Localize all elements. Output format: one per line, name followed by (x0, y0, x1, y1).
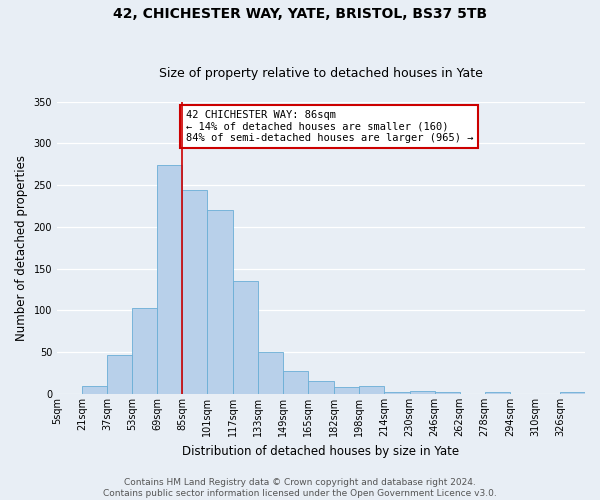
Bar (434, 392, 460, 394)
Text: 42, CHICHESTER WAY, YATE, BRISTOL, BS37 5TB: 42, CHICHESTER WAY, YATE, BRISTOL, BS37 … (113, 8, 487, 22)
Bar (308, 380, 334, 394)
X-axis label: Distribution of detached houses by size in Yate: Distribution of detached houses by size … (182, 444, 460, 458)
Bar (385, 392, 410, 394)
Bar (208, 210, 233, 394)
Bar (334, 388, 359, 394)
Bar (560, 392, 585, 394)
Bar (157, 165, 182, 394)
Bar (233, 281, 257, 394)
Bar (410, 390, 434, 394)
Text: Contains HM Land Registry data © Crown copyright and database right 2024.
Contai: Contains HM Land Registry data © Crown c… (103, 478, 497, 498)
Bar (82, 386, 107, 394)
Text: 42 CHICHESTER WAY: 86sqm
← 14% of detached houses are smaller (160)
84% of semi-: 42 CHICHESTER WAY: 86sqm ← 14% of detach… (185, 110, 473, 143)
Bar (107, 354, 132, 394)
Bar (283, 370, 308, 394)
Bar (485, 392, 510, 394)
Title: Size of property relative to detached houses in Yate: Size of property relative to detached ho… (159, 66, 483, 80)
Bar (257, 352, 283, 394)
Bar (132, 308, 157, 394)
Bar (359, 386, 385, 394)
Y-axis label: Number of detached properties: Number of detached properties (15, 155, 28, 341)
Bar (182, 190, 208, 394)
